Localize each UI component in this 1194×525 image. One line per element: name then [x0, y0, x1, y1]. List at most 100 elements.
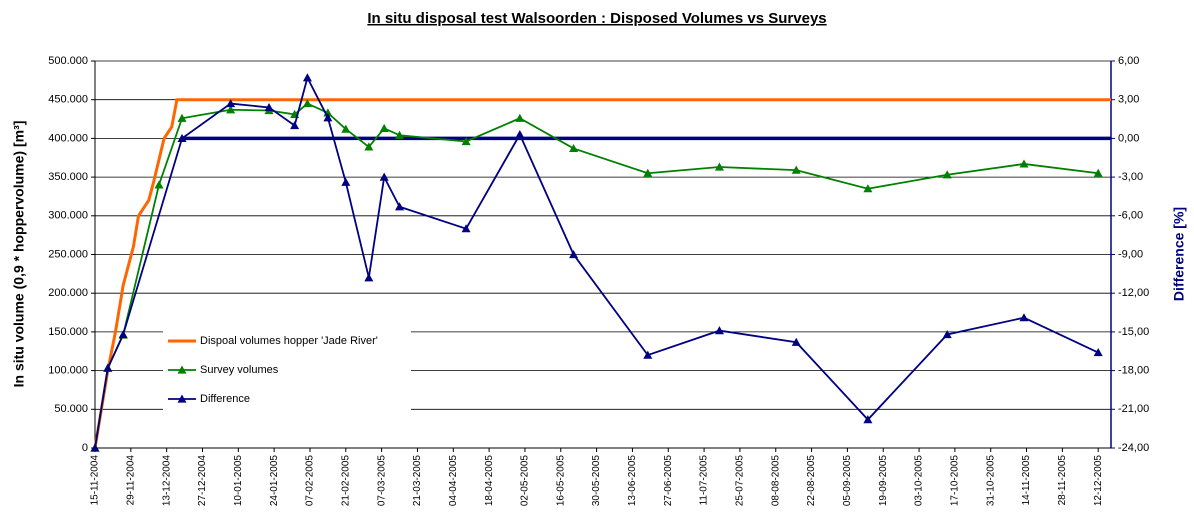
y-axis-title: In situ volume (0,9 * hoppervolume) [m³]	[11, 121, 27, 388]
y2-tick-label: -21,00	[1118, 403, 1149, 415]
x-tick-label: 19-09-2005	[878, 455, 889, 507]
x-tick-label: 10-01-2005	[233, 455, 244, 507]
data-point	[226, 99, 236, 108]
legend-label: Difference	[200, 393, 250, 405]
data-point	[379, 172, 389, 181]
x-tick-label: 29-11-2004	[125, 455, 136, 506]
data-point	[1019, 159, 1029, 168]
y-tick-label: 0	[82, 442, 88, 454]
y-tick-label: 50.000	[54, 403, 88, 415]
y-tick-label: 250.000	[48, 248, 88, 260]
data-point	[264, 102, 274, 112]
x-tick-label: 21-02-2005	[340, 455, 351, 507]
x-tick-label: 25-07-2005	[735, 455, 746, 507]
x-tick-label: 17-10-2005	[950, 455, 961, 507]
data-point	[461, 224, 471, 233]
data-point	[791, 337, 801, 346]
y-tick-label: 450.000	[48, 94, 88, 106]
y2-tick-label: -15,00	[1118, 326, 1149, 338]
x-tick-label: 02-05-2005	[520, 455, 531, 507]
data-point	[643, 350, 653, 359]
x-tick-label: 13-12-2004	[161, 455, 172, 507]
x-tick-label: 07-02-2005	[305, 455, 316, 507]
data-point	[515, 130, 525, 139]
x-tick-label: 31-10-2005	[985, 455, 996, 507]
data-point	[395, 202, 405, 211]
data-point	[863, 184, 873, 193]
data-point	[714, 162, 724, 171]
data-point	[942, 329, 952, 339]
data-point	[226, 105, 236, 114]
x-tick-label: 11-07-2005	[699, 455, 710, 506]
data-point	[569, 143, 579, 153]
chart-title: In situ disposal test Walsoorden : Dispo…	[367, 10, 826, 27]
y-tick-label: 100.000	[48, 365, 88, 377]
x-tick-label: 18-04-2005	[484, 455, 495, 507]
data-point	[364, 273, 374, 282]
data-point	[515, 113, 525, 122]
x-tick-label: 12-12-2005	[1093, 455, 1104, 507]
data-point	[791, 165, 801, 174]
data-point	[863, 415, 873, 424]
data-point	[1093, 348, 1103, 357]
series-line	[94, 102, 1099, 449]
data-point	[1093, 168, 1103, 177]
y2-tick-label: -9,00	[1118, 248, 1143, 260]
data-point	[90, 443, 100, 452]
x-tick-label: 27-06-2005	[663, 455, 674, 507]
x-tick-label: 03-10-2005	[914, 455, 925, 507]
legend-box	[163, 326, 411, 412]
data-point	[118, 329, 128, 339]
y-tick-label: 350.000	[48, 171, 88, 183]
legend-marker	[177, 394, 187, 403]
x-tick-label: 13-06-2005	[627, 455, 638, 507]
data-point	[379, 123, 389, 132]
data-point	[323, 113, 333, 122]
x-tick-label: 21-03-2005	[412, 455, 423, 507]
legend-label: Survey volumes	[200, 364, 279, 376]
series-line	[93, 98, 1111, 449]
legend-marker	[177, 365, 187, 374]
y2-tick-label: -18,00	[1118, 365, 1149, 377]
y-tick-label: 300.000	[48, 210, 88, 222]
data-point	[1019, 313, 1029, 322]
data-point	[290, 121, 300, 130]
y-tick-label: 150.000	[48, 326, 88, 338]
x-tick-label: 04-04-2005	[448, 455, 459, 507]
data-point	[341, 177, 351, 186]
x-tick-label: 30-05-2005	[591, 455, 602, 507]
y2-tick-label: -24,00	[1118, 442, 1149, 454]
legend-label: Dispoal volumes hopper 'Jade River'	[200, 335, 378, 347]
data-point	[302, 99, 312, 108]
y2-tick-label: -6,00	[1118, 210, 1143, 222]
data-point	[569, 250, 579, 259]
data-point	[643, 168, 653, 177]
y-tick-label: 500.000	[48, 55, 88, 67]
y2-tick-label: -3,00	[1118, 171, 1143, 183]
x-tick-label: 22-08-2005	[806, 455, 817, 507]
data-point	[302, 73, 312, 82]
x-tick-label: 24-01-2005	[269, 455, 280, 507]
x-tick-label: 14-11-2005	[1021, 455, 1032, 506]
y2-tick-label: 6,00	[1118, 55, 1139, 67]
x-tick-label: 07-03-2005	[376, 455, 387, 507]
data-point	[103, 363, 113, 372]
x-tick-label: 16-05-2005	[555, 455, 566, 507]
data-point	[177, 133, 187, 142]
y-tick-label: 400.000	[48, 132, 88, 144]
data-point	[461, 136, 471, 146]
data-point	[364, 142, 374, 151]
x-tick-label: 28-11-2005	[1057, 455, 1068, 506]
x-tick-label: 05-09-2005	[842, 455, 853, 507]
x-tick-label: 27-12-2004	[197, 455, 208, 507]
data-point	[341, 124, 351, 133]
y2-tick-label: -12,00	[1118, 287, 1149, 299]
data-point	[942, 170, 952, 179]
x-tick-label: 15-11-2004	[90, 455, 101, 506]
x-tick-label: 08-08-2005	[770, 455, 781, 507]
data-point	[395, 130, 405, 139]
y2-axis-title: Difference [%]	[1171, 207, 1187, 301]
data-point	[177, 113, 187, 122]
data-point	[714, 326, 724, 335]
